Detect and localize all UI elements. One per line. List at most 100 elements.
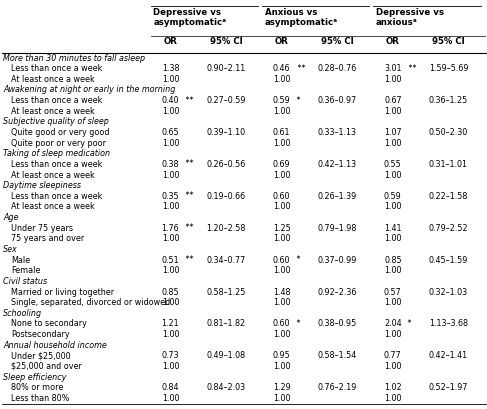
Text: 95% CI: 95% CI <box>210 37 243 46</box>
Text: Less than once a week: Less than once a week <box>11 160 103 169</box>
Text: 1.00: 1.00 <box>162 234 179 243</box>
Text: Depressive vs
asymptomaticᵃ: Depressive vs asymptomaticᵃ <box>153 8 226 27</box>
Text: OR: OR <box>386 37 400 46</box>
Text: Under $25,000: Under $25,000 <box>11 351 71 360</box>
Text: 1.21: 1.21 <box>162 319 179 328</box>
Text: ∗∗: ∗∗ <box>185 160 194 164</box>
Text: 95% CI: 95% CI <box>432 37 465 46</box>
Text: 1.00: 1.00 <box>384 330 402 339</box>
Text: 0.73: 0.73 <box>162 351 179 360</box>
Text: Less than once a week: Less than once a week <box>11 96 103 105</box>
Text: 1.13–3.68: 1.13–3.68 <box>429 319 468 328</box>
Text: 0.84–2.03: 0.84–2.03 <box>206 383 245 392</box>
Text: 0.49–1.08: 0.49–1.08 <box>206 351 245 360</box>
Text: Less than once a week: Less than once a week <box>11 64 103 73</box>
Text: 0.32–1.03: 0.32–1.03 <box>429 288 468 297</box>
Text: 0.36–0.97: 0.36–0.97 <box>318 96 357 105</box>
Text: 1.00: 1.00 <box>273 330 290 339</box>
Text: 0.79–1.98: 0.79–1.98 <box>318 224 357 233</box>
Text: 0.77: 0.77 <box>384 351 402 360</box>
Text: 0.85: 0.85 <box>162 288 179 297</box>
Text: Quite good or very good: Quite good or very good <box>11 128 110 137</box>
Text: 1.00: 1.00 <box>162 394 179 403</box>
Text: 1.07: 1.07 <box>384 128 402 137</box>
Text: 0.34–0.77: 0.34–0.77 <box>206 256 245 265</box>
Text: 1.00: 1.00 <box>384 362 402 371</box>
Text: 1.20–2.58: 1.20–2.58 <box>206 224 246 233</box>
Text: 0.59: 0.59 <box>384 192 402 201</box>
Text: $25,000 and over: $25,000 and over <box>11 362 82 371</box>
Text: 0.33–1.13: 0.33–1.13 <box>318 128 356 137</box>
Text: 1.00: 1.00 <box>273 362 290 371</box>
Text: 0.42–1.13: 0.42–1.13 <box>318 160 357 169</box>
Text: 1.25: 1.25 <box>273 224 291 233</box>
Text: 0.69: 0.69 <box>273 160 290 169</box>
Text: 0.35: 0.35 <box>162 192 179 201</box>
Text: 75 years and over: 75 years and over <box>11 234 84 243</box>
Text: More than 30 minutes to fall asleep: More than 30 minutes to fall asleep <box>3 54 146 63</box>
Text: ∗∗: ∗∗ <box>185 96 194 101</box>
Text: 0.28–0.76: 0.28–0.76 <box>318 64 357 73</box>
Text: 1.76: 1.76 <box>162 224 179 233</box>
Text: Married or living together: Married or living together <box>11 288 114 297</box>
Text: 0.95: 0.95 <box>273 351 291 360</box>
Text: OR: OR <box>275 37 289 46</box>
Text: 1.00: 1.00 <box>384 298 402 307</box>
Text: 0.50–2.30: 0.50–2.30 <box>429 128 468 137</box>
Text: 1.00: 1.00 <box>273 394 290 403</box>
Text: 0.59: 0.59 <box>273 96 291 105</box>
Text: 0.52–1.97: 0.52–1.97 <box>429 383 468 392</box>
Text: At least once a week: At least once a week <box>11 107 95 116</box>
Text: 0.76–2.19: 0.76–2.19 <box>318 383 357 392</box>
Text: 1.00: 1.00 <box>273 75 290 84</box>
Text: Postsecondary: Postsecondary <box>11 330 70 339</box>
Text: 0.19–0.66: 0.19–0.66 <box>206 192 245 201</box>
Text: 1.00: 1.00 <box>384 139 402 148</box>
Text: 0.60: 0.60 <box>273 192 290 201</box>
Text: 0.37–0.99: 0.37–0.99 <box>318 256 357 265</box>
Text: 1.00: 1.00 <box>273 266 290 275</box>
Text: 0.31–1.01: 0.31–1.01 <box>429 160 468 169</box>
Text: 0.67: 0.67 <box>384 96 402 105</box>
Text: Daytime sleepiness: Daytime sleepiness <box>3 181 81 190</box>
Text: Schooling: Schooling <box>3 309 42 318</box>
Text: 0.38–0.95: 0.38–0.95 <box>318 319 357 328</box>
Text: 0.81–1.82: 0.81–1.82 <box>206 319 245 328</box>
Text: 0.22–1.58: 0.22–1.58 <box>429 192 468 201</box>
Text: Female: Female <box>11 266 40 275</box>
Text: 1.00: 1.00 <box>273 234 290 243</box>
Text: At least once a week: At least once a week <box>11 171 95 180</box>
Text: 0.40: 0.40 <box>162 96 179 105</box>
Text: 0.60: 0.60 <box>273 256 290 265</box>
Text: 1.00: 1.00 <box>273 139 290 148</box>
Text: Single, separated, divorced or widowed: Single, separated, divorced or widowed <box>11 298 170 307</box>
Text: 1.00: 1.00 <box>384 234 402 243</box>
Text: 0.45–1.59: 0.45–1.59 <box>429 256 468 265</box>
Text: 1.00: 1.00 <box>384 202 402 211</box>
Text: 0.26–1.39: 0.26–1.39 <box>318 192 357 201</box>
Text: ∗: ∗ <box>295 255 300 260</box>
Text: Age: Age <box>3 213 19 222</box>
Text: 1.29: 1.29 <box>273 383 291 392</box>
Text: 1.00: 1.00 <box>162 298 179 307</box>
Text: 0.61: 0.61 <box>273 128 290 137</box>
Text: ∗: ∗ <box>295 96 300 101</box>
Text: 1.00: 1.00 <box>273 202 290 211</box>
Text: 0.42–1.41: 0.42–1.41 <box>429 351 468 360</box>
Text: Awakening at night or early in the morning: Awakening at night or early in the morni… <box>3 85 176 94</box>
Text: ∗: ∗ <box>406 319 411 324</box>
Text: 0.39–1.10: 0.39–1.10 <box>206 128 245 137</box>
Text: Sex: Sex <box>3 245 18 254</box>
Text: 1.00: 1.00 <box>162 139 179 148</box>
Text: None to secondary: None to secondary <box>11 319 87 328</box>
Text: ∗∗: ∗∗ <box>185 191 194 196</box>
Text: 1.48: 1.48 <box>273 288 290 297</box>
Text: 1.59–5.69: 1.59–5.69 <box>429 64 468 73</box>
Text: Civil status: Civil status <box>3 277 48 286</box>
Text: Anxious vs
asymptomaticᵃ: Anxious vs asymptomaticᵃ <box>264 8 337 27</box>
Text: Quite poor or very poor: Quite poor or very poor <box>11 139 106 148</box>
Text: 0.57: 0.57 <box>384 288 402 297</box>
Text: 1.00: 1.00 <box>162 171 179 180</box>
Text: 1.00: 1.00 <box>162 75 179 84</box>
Text: 1.00: 1.00 <box>384 394 402 403</box>
